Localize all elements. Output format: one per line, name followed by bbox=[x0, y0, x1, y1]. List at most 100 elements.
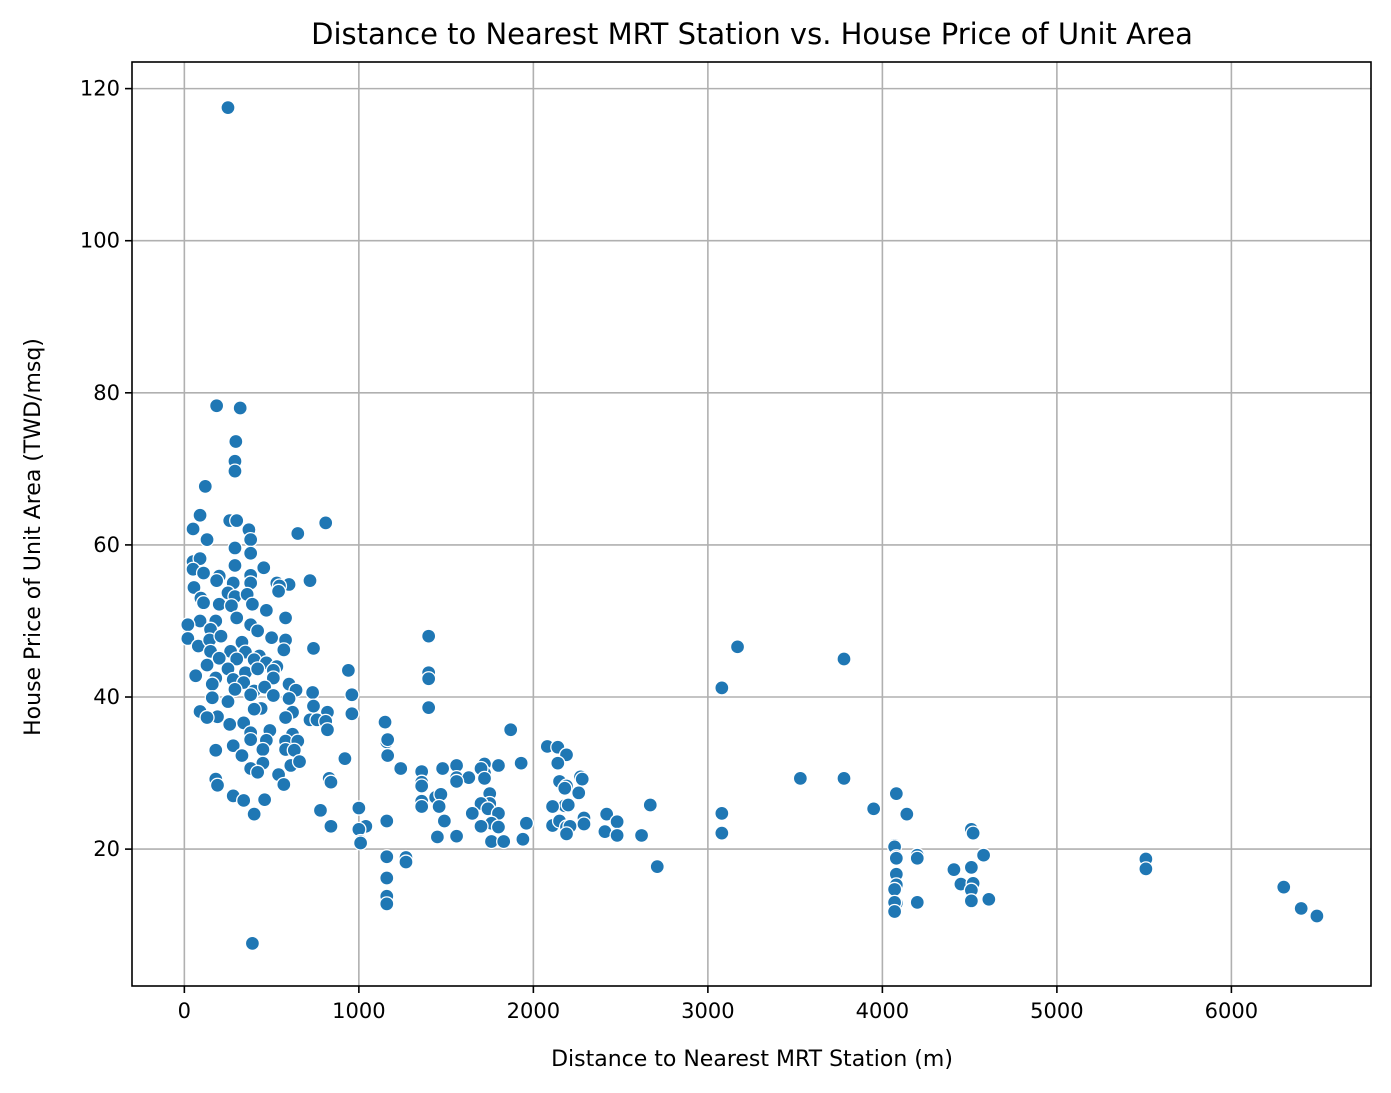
data-point bbox=[379, 849, 395, 865]
data-point bbox=[243, 531, 259, 548]
data-point bbox=[188, 668, 204, 684]
data-point bbox=[246, 701, 262, 717]
y-tick-label: 80 bbox=[93, 381, 120, 405]
data-point bbox=[227, 557, 243, 574]
data-point bbox=[318, 515, 334, 531]
data-point bbox=[291, 754, 308, 770]
data-point bbox=[243, 545, 259, 561]
data-point bbox=[576, 816, 592, 832]
data-point bbox=[792, 770, 809, 787]
data-point bbox=[304, 684, 321, 701]
data-point bbox=[270, 583, 287, 599]
data-point bbox=[421, 671, 437, 687]
data-point bbox=[560, 797, 576, 813]
data-point bbox=[609, 814, 625, 830]
data-point bbox=[290, 525, 306, 542]
data-point bbox=[265, 670, 282, 686]
data-point bbox=[249, 661, 266, 677]
data-point bbox=[963, 859, 980, 876]
data-point bbox=[265, 687, 282, 704]
data-point bbox=[199, 709, 215, 726]
data-point bbox=[550, 755, 566, 771]
data-point bbox=[380, 747, 396, 764]
data-point bbox=[208, 742, 224, 758]
data-point bbox=[1309, 908, 1325, 924]
x-tick-label: 2000 bbox=[507, 999, 560, 1023]
data-point bbox=[195, 565, 212, 581]
data-point bbox=[886, 881, 903, 898]
data-point bbox=[888, 850, 904, 866]
data-point bbox=[229, 512, 245, 529]
data-point bbox=[323, 774, 339, 790]
data-point bbox=[490, 757, 507, 774]
y-axis-label: House Price of Unit Area (TWD/msq) bbox=[21, 338, 46, 736]
data-point bbox=[232, 400, 248, 416]
data-point bbox=[571, 785, 587, 801]
data-point bbox=[204, 690, 220, 706]
data-point bbox=[256, 792, 273, 808]
data-point bbox=[414, 798, 430, 815]
data-point bbox=[186, 579, 202, 596]
data-point bbox=[277, 610, 294, 626]
x-tick-label: 3000 bbox=[681, 999, 734, 1023]
data-point bbox=[208, 398, 225, 414]
data-point bbox=[518, 815, 535, 831]
data-point bbox=[649, 858, 665, 875]
data-point bbox=[220, 99, 236, 116]
data-point bbox=[255, 741, 271, 758]
data-point bbox=[227, 463, 243, 479]
data-point bbox=[195, 595, 212, 611]
data-point bbox=[981, 891, 997, 907]
data-point bbox=[258, 602, 275, 618]
data-point bbox=[246, 806, 262, 822]
data-point bbox=[199, 531, 215, 548]
data-point bbox=[946, 861, 962, 878]
data-point bbox=[319, 722, 336, 738]
data-point bbox=[642, 797, 658, 813]
data-point bbox=[192, 550, 208, 567]
data-point bbox=[965, 825, 981, 841]
data-point bbox=[503, 722, 519, 738]
data-point bbox=[225, 738, 241, 754]
data-point bbox=[975, 847, 992, 863]
data-point bbox=[229, 610, 245, 626]
data-point bbox=[229, 651, 245, 667]
data-point bbox=[434, 760, 451, 777]
data-point bbox=[380, 731, 396, 748]
data-point bbox=[421, 700, 437, 716]
plot-frame bbox=[131, 61, 1372, 987]
data-point bbox=[909, 894, 925, 910]
data-point bbox=[211, 650, 227, 666]
data-point bbox=[414, 778, 430, 794]
data-point bbox=[180, 617, 196, 633]
data-point bbox=[379, 870, 395, 886]
data-point bbox=[544, 798, 561, 815]
data-point bbox=[276, 642, 292, 658]
data-point bbox=[197, 478, 213, 495]
data-point bbox=[464, 805, 480, 822]
data-point bbox=[185, 521, 201, 537]
y-tick-label: 40 bbox=[93, 685, 120, 709]
data-point bbox=[714, 805, 730, 822]
data-point bbox=[558, 826, 575, 842]
data-point bbox=[490, 819, 507, 835]
data-point bbox=[222, 716, 238, 733]
y-axis-ticks: 20 40 60 80 100 120 bbox=[80, 77, 132, 861]
data-point bbox=[323, 818, 339, 834]
data-point bbox=[213, 628, 229, 644]
data-point bbox=[227, 681, 243, 698]
data-point bbox=[312, 802, 329, 818]
data-point bbox=[398, 854, 414, 870]
y-tick-label: 120 bbox=[80, 77, 120, 101]
y-tick-label: 60 bbox=[93, 533, 120, 557]
data-point bbox=[244, 935, 261, 952]
data-point bbox=[204, 676, 220, 692]
x-axis-ticks: 0 1000 2000 3000 4000 5000 6000 bbox=[178, 986, 1258, 1023]
data-point bbox=[714, 680, 730, 696]
data-point bbox=[344, 706, 360, 722]
data-point bbox=[351, 800, 367, 816]
data-point bbox=[277, 709, 294, 726]
data-point bbox=[515, 831, 531, 847]
data-point bbox=[574, 771, 590, 787]
